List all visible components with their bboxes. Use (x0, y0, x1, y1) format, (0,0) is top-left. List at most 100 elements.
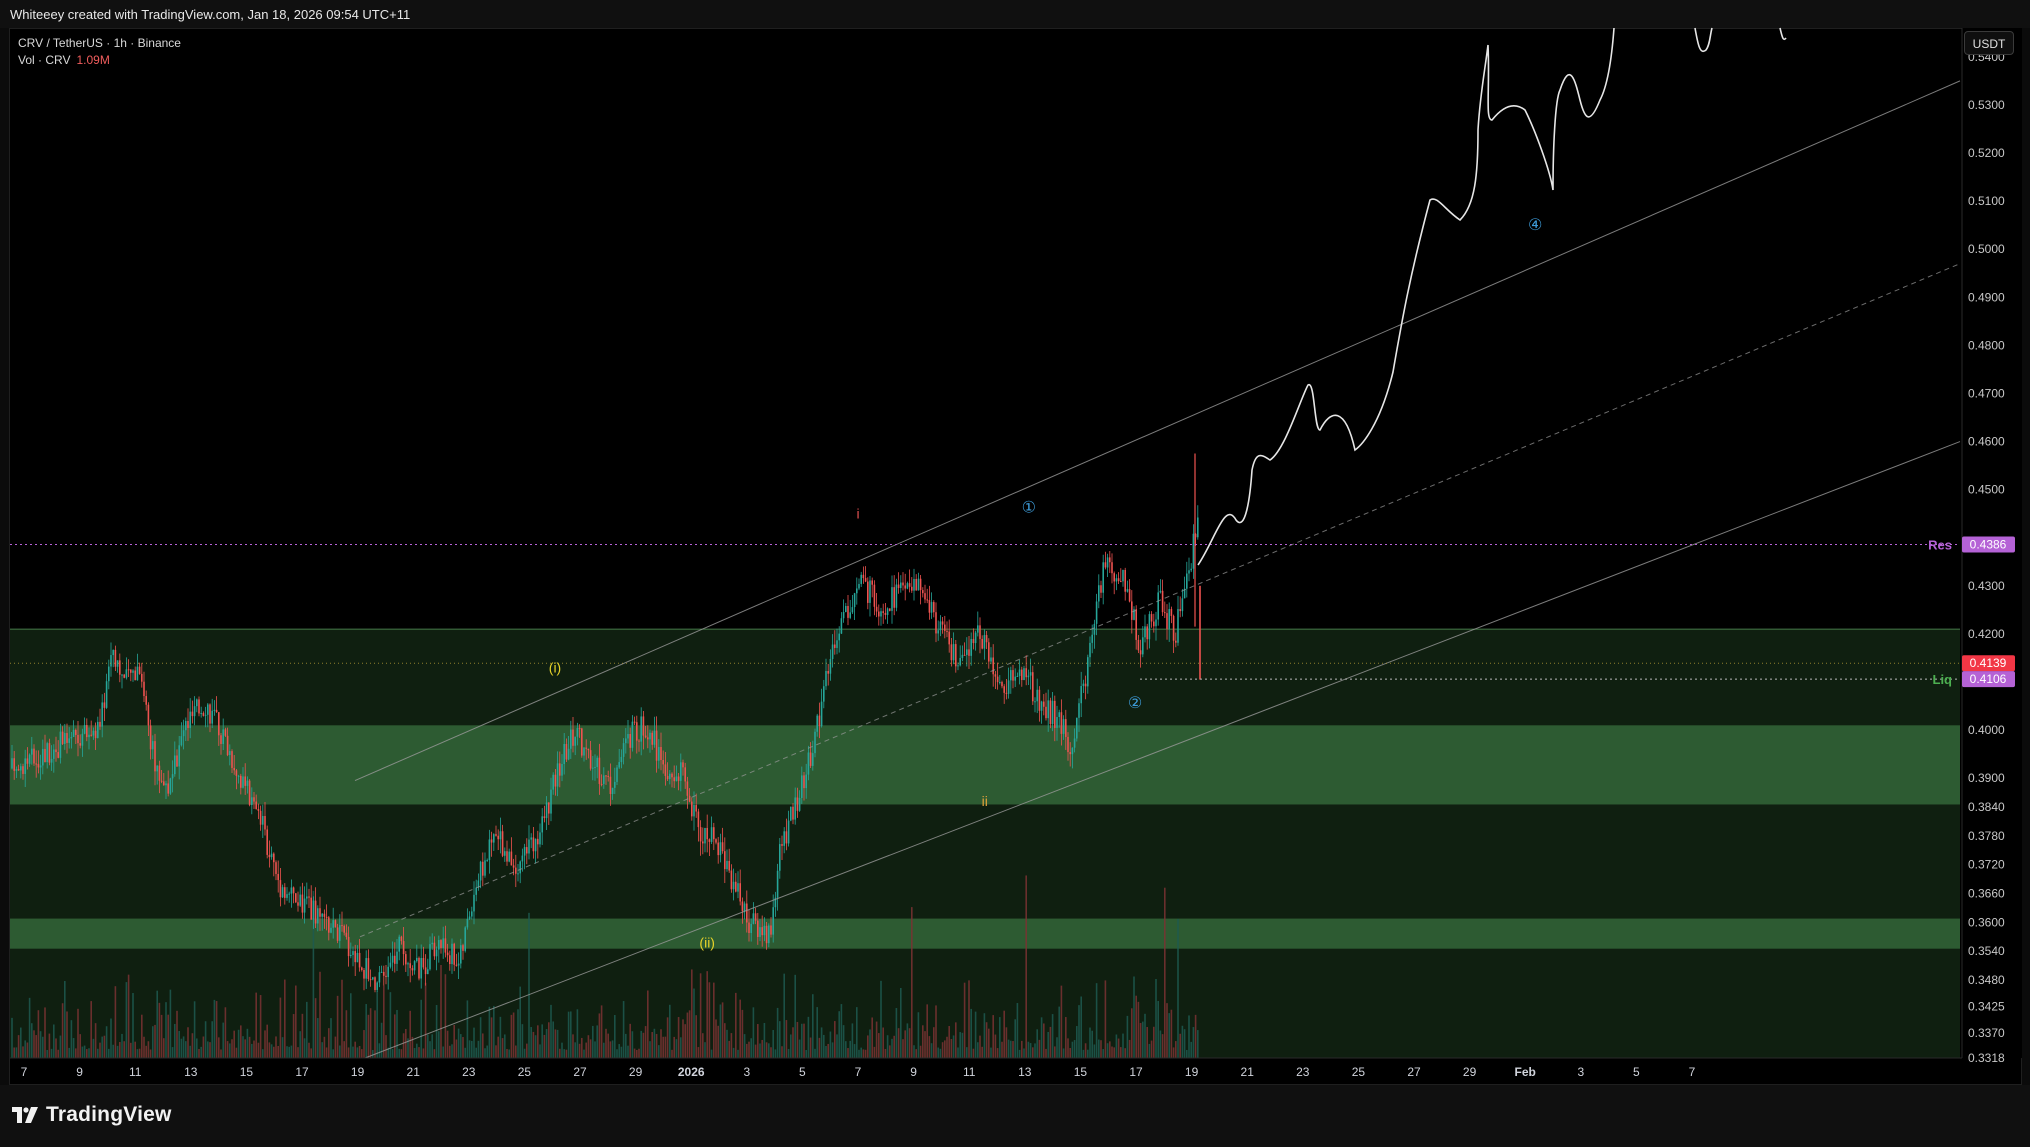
volume-bar (24, 1040, 26, 1058)
price-axis[interactable]: 0.54000.53000.52000.51000.50000.49000.48… (1961, 28, 2022, 1065)
candle (218, 712, 220, 736)
candle (330, 927, 332, 933)
candle (488, 839, 491, 861)
candle (1194, 533, 1197, 538)
volume-bar (198, 1048, 200, 1058)
candle (990, 657, 992, 662)
volume-legend: Vol · CRV 1.09M (18, 52, 181, 69)
volume-bar (730, 1033, 733, 1058)
candle (332, 920, 334, 928)
volume-bar (691, 969, 693, 1058)
volume-bar (1100, 1040, 1102, 1058)
volume-bar (352, 1046, 354, 1058)
volume-bar (64, 981, 66, 1058)
volume-bar (486, 1045, 488, 1058)
tradingview-logo[interactable]: TradingView (12, 1103, 172, 1127)
candle (407, 963, 409, 965)
candle (1190, 568, 1192, 571)
candle (512, 865, 515, 868)
volume-bar (878, 1033, 880, 1058)
candle (123, 674, 125, 678)
volume-bar (653, 1028, 656, 1058)
volume-bar (479, 1017, 482, 1058)
volume-bar (1188, 1015, 1190, 1058)
candle (666, 775, 669, 780)
candle (50, 758, 53, 763)
candle (35, 763, 37, 765)
candle (627, 734, 629, 739)
time-axis[interactable]: 7 9 11 13 15 17 19 21 23 25 27 29 2026 3 5 7 9 11 13 15 17 19… (10, 1057, 1962, 1084)
price-tick-label: 0.5300 (1968, 98, 2005, 112)
candle (886, 608, 889, 615)
volume-bar (112, 1044, 114, 1058)
volume-bar (416, 1043, 418, 1058)
candle (521, 855, 524, 862)
volume-bar (812, 994, 814, 1058)
candle (834, 644, 836, 648)
candle (653, 730, 656, 745)
candle (33, 748, 35, 764)
candle (1135, 609, 1137, 640)
volume-bar (453, 1024, 455, 1058)
candle (948, 631, 950, 645)
candle (1010, 670, 1012, 681)
volume-bar (110, 1018, 112, 1058)
candle (581, 728, 583, 756)
volume-bar (849, 1040, 851, 1058)
volume-bar (290, 1045, 293, 1058)
volume-bar (915, 1049, 917, 1058)
volume-bar (86, 1049, 88, 1058)
candle (317, 908, 319, 924)
candle (631, 721, 634, 748)
candle (53, 749, 55, 759)
volume-bar (484, 1048, 486, 1058)
volume-bar (431, 1034, 433, 1058)
volume-bar (697, 1047, 700, 1058)
volume-bar (473, 1027, 475, 1058)
volume-bar (246, 1028, 249, 1058)
time-tick-label: 23 (1296, 1065, 1310, 1079)
candle (486, 860, 488, 862)
volume-bar (886, 1035, 889, 1058)
volume-bar (1084, 1043, 1087, 1058)
candle (471, 911, 473, 917)
candle (607, 775, 609, 777)
candle (132, 670, 134, 673)
volume-bar (1034, 1043, 1036, 1058)
volume-bar (735, 992, 737, 1058)
time-tick-label: 15 (240, 1065, 254, 1079)
volume-bar (158, 1002, 161, 1058)
volume-bar (761, 1039, 763, 1058)
volume-bar (1025, 875, 1027, 1058)
volume-bar (787, 1048, 790, 1058)
volume-bar (145, 1045, 147, 1058)
candle (466, 918, 469, 928)
candle (697, 811, 700, 828)
volume-bar (792, 1027, 794, 1058)
candle (86, 725, 88, 738)
candle (46, 743, 48, 763)
currency-button[interactable]: USDT (1964, 31, 2014, 55)
candle (717, 842, 719, 856)
volume-bar (1027, 1041, 1030, 1058)
candle (904, 585, 906, 589)
candle (790, 806, 792, 821)
candle (119, 660, 121, 675)
candle (1045, 706, 1047, 719)
candle (994, 674, 997, 677)
candle (543, 816, 546, 819)
volume-bar (803, 1023, 805, 1058)
candle (268, 854, 271, 858)
volume-bar (851, 1023, 854, 1058)
time-tick-label: Feb (1515, 1065, 1536, 1079)
volume-bar (457, 1028, 460, 1058)
volume-bar (350, 993, 352, 1058)
candle (105, 681, 108, 708)
volume-bar (741, 1009, 744, 1058)
price-tick-label: 0.4900 (1968, 290, 2005, 304)
candle (952, 644, 955, 661)
volume-bar (609, 1041, 612, 1058)
candle (787, 820, 790, 844)
candle (772, 907, 774, 935)
